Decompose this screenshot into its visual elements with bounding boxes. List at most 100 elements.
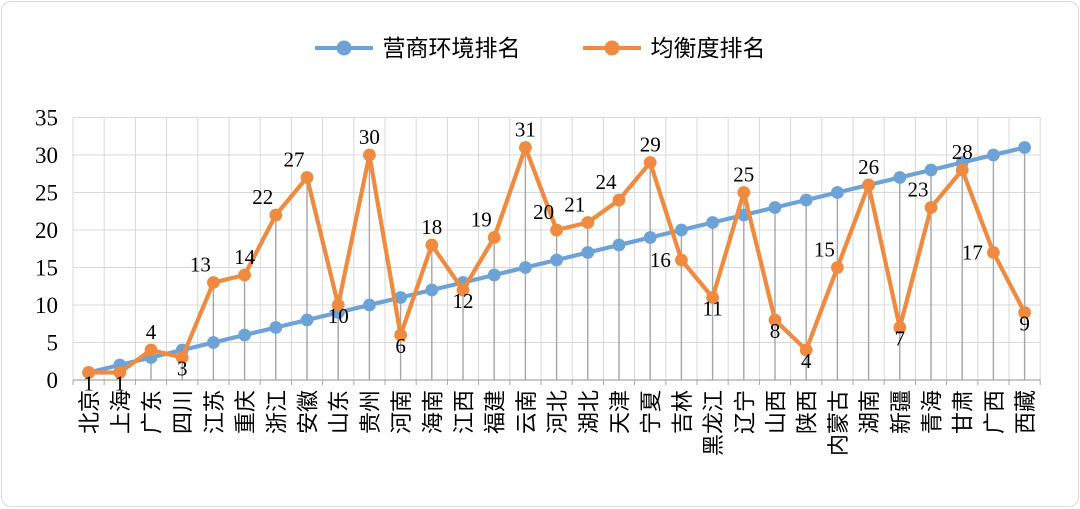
series-balance-rank [82, 141, 1031, 379]
x-tick-label: 安徽 [296, 390, 321, 434]
data-point-marker [831, 186, 844, 199]
data-label: 20 [533, 200, 554, 224]
data-label: 23 [908, 178, 929, 202]
data-label: 25 [733, 163, 754, 187]
data-point-marker [207, 336, 220, 349]
data-point-marker [300, 313, 314, 327]
data-point-marker [363, 298, 376, 312]
data-point-marker [893, 321, 907, 334]
x-tick-label: 贵州 [358, 390, 383, 434]
data-label: 22 [252, 185, 273, 209]
x-tick-label: 江西 [452, 390, 477, 434]
data-label: 1 [115, 372, 126, 396]
x-tick-label: 辽宁 [732, 390, 757, 434]
data-label: 12 [453, 289, 474, 313]
x-tick-label: 山西 [764, 390, 789, 434]
data-point-marker [924, 201, 938, 214]
data-label: 16 [650, 248, 671, 272]
data-point-marker [675, 223, 688, 237]
x-tick-label: 浙江 [264, 390, 289, 434]
data-point-marker [82, 366, 95, 379]
x-tick-label: 河北 [545, 390, 570, 434]
x-tick-label: 重庆 [233, 390, 258, 434]
data-point-marker [394, 328, 407, 342]
data-point-marker [394, 291, 407, 304]
data-point-marker [706, 291, 719, 304]
x-tick-label: 河南 [389, 390, 414, 434]
x-tick-label: 青海 [920, 390, 945, 434]
data-point-marker [768, 313, 782, 327]
data-label: 31 [515, 118, 536, 142]
y-tick-label: 10 [35, 293, 58, 318]
legend-label-balance-rank: 均衡度排名 [650, 35, 766, 61]
data-point-marker [987, 148, 1000, 162]
data-point-marker [955, 163, 969, 177]
data-point-marker [799, 343, 813, 357]
x-tick-label: 广西 [982, 390, 1007, 434]
x-tick-label: 广东 [140, 390, 165, 434]
x-tick-label: 云南 [514, 390, 539, 434]
data-point-marker [519, 141, 532, 154]
x-tick-label: 黑龙江 [701, 390, 726, 456]
data-label: 18 [421, 215, 442, 239]
data-label: 17 [962, 241, 983, 265]
legend-label-business-env-rank: 营商环境排名 [382, 35, 521, 61]
data-point-marker [425, 283, 439, 297]
data-point-marker [987, 246, 1000, 259]
data-point-marker [487, 231, 501, 244]
x-tick-label: 吉林 [670, 390, 695, 434]
data-label: 3 [177, 357, 188, 381]
x-tick-label: 上海 [108, 390, 133, 434]
data-label: 28 [952, 140, 973, 164]
data-point-marker [207, 276, 220, 289]
data-label: 14 [234, 245, 256, 269]
data-label: 13 [190, 253, 211, 277]
data-point-marker [581, 246, 595, 259]
x-tick-label: 新疆 [888, 390, 913, 434]
legend-line-marker-orange [582, 40, 641, 56]
x-tick-label: 湖南 [857, 390, 882, 434]
data-label: 29 [640, 133, 661, 157]
data-label: 4 [801, 349, 812, 373]
data-point-marker [331, 298, 345, 312]
data-point-marker [831, 261, 844, 274]
data-point-marker [612, 238, 626, 252]
data-point-marker [363, 148, 376, 162]
data-point-marker [675, 253, 688, 267]
data-point-marker [643, 231, 657, 244]
data-point-marker [1018, 306, 1031, 319]
x-tick-label: 内蒙古 [826, 390, 851, 456]
data-label: 7 [895, 327, 906, 351]
x-tick-label: 福建 [483, 390, 508, 434]
data-label: 15 [814, 238, 835, 262]
data-label: 10 [328, 304, 349, 328]
data-point-marker [487, 268, 501, 282]
y-tick-label: 15 [35, 256, 58, 281]
x-tick-label: 西藏 [1013, 390, 1038, 434]
data-label: 6 [395, 334, 406, 358]
y-axis-labels: 0 5 10 15 20 25 30 35 [35, 106, 58, 394]
data-point-marker [238, 268, 252, 282]
series-business-env-rank [82, 141, 1031, 379]
data-point-marker [581, 216, 595, 229]
data-label: 26 [858, 155, 879, 179]
data-point-marker [737, 186, 751, 199]
data-point-marker [1018, 141, 1031, 154]
y-tick-label: 30 [35, 143, 58, 168]
x-tick-label: 海南 [420, 390, 445, 434]
data-point-marker [300, 171, 314, 184]
y-tick-label: 5 [47, 331, 59, 356]
data-point-marker [893, 171, 907, 184]
data-point-marker [175, 351, 189, 364]
x-axis [72, 379, 1041, 385]
x-tick-label: 江苏 [202, 390, 227, 434]
data-label: 19 [471, 208, 492, 232]
chart-legend: 营商环境排名 均衡度排名 [2, 2, 1078, 94]
data-point-marker [456, 283, 470, 297]
data-label: 1 [83, 372, 94, 396]
data-point-marker [144, 343, 158, 357]
data-point-marker [425, 238, 439, 252]
